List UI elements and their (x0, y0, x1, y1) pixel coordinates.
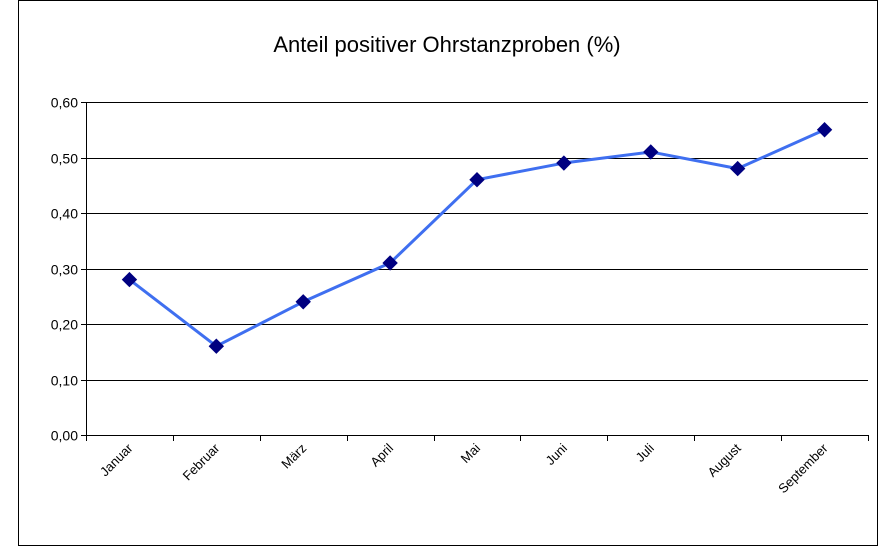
y-tick-label: 0,20 (51, 317, 78, 333)
y-tick-label: 0,40 (51, 206, 78, 222)
data-point (469, 171, 485, 188)
y-tick-label: 0,10 (51, 373, 78, 389)
chart-frame (18, 0, 878, 546)
chart-title: Anteil positiver Ohrstanzproben (%) (273, 32, 620, 57)
data-point (729, 160, 746, 177)
data-point (556, 155, 572, 171)
data-point (208, 338, 225, 354)
data-point (816, 122, 833, 138)
y-tick-label: 0,60 (51, 95, 78, 111)
data-point (295, 294, 311, 310)
data-point (643, 144, 659, 160)
y-tick-label: 0,00 (51, 428, 78, 444)
y-tick-label: 0,30 (51, 262, 78, 278)
data-point (382, 255, 398, 271)
data-point (121, 271, 138, 288)
y-tick-label: 0,50 (51, 151, 78, 167)
